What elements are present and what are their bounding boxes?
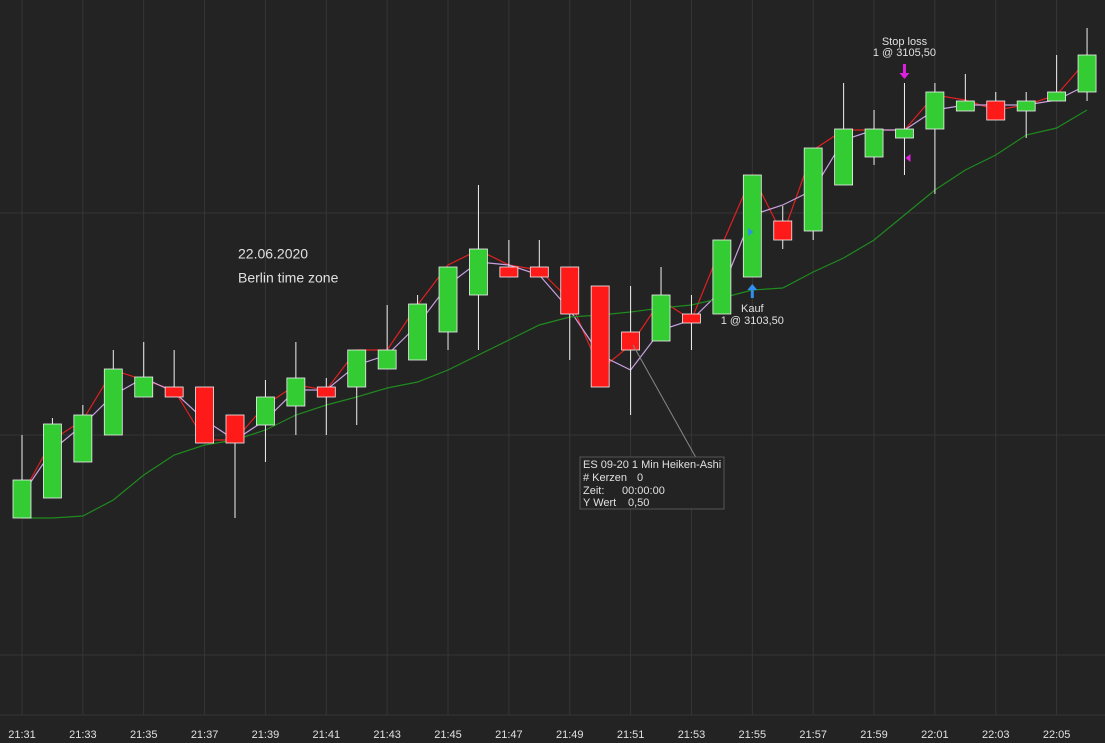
- candle-body: [1077, 54, 1097, 93]
- tooltip-box: [579, 456, 725, 510]
- x-tick-label: 22:03: [982, 729, 1010, 741]
- x-tick-label: 22:05: [1043, 729, 1071, 741]
- candle-body: [225, 414, 245, 444]
- stop-detail: 1 @ 3105,50: [873, 47, 936, 59]
- x-tick-label: 21:49: [556, 729, 584, 741]
- candle-body: [316, 386, 336, 398]
- x-tick-label: 21:41: [313, 729, 341, 741]
- tooltip-value: 0,50: [628, 497, 649, 509]
- x-tick-label: 21:45: [434, 729, 462, 741]
- x-tick-label: 21:33: [69, 729, 97, 741]
- candle-body: [590, 285, 610, 388]
- stop-label: Stop loss: [882, 36, 928, 48]
- candle-body: [621, 331, 640, 351]
- candle-body: [955, 100, 975, 112]
- x-tick-label: 21:37: [191, 729, 219, 741]
- tooltip-title: ES 09-20 1 Min Heiken-Ashi: [583, 459, 721, 471]
- candle-body: [803, 147, 823, 232]
- x-tick-label: 21:57: [799, 729, 827, 741]
- timezone-label: Berlin time zone: [238, 270, 339, 286]
- candle-body: [164, 386, 184, 398]
- x-tick-label: 21:39: [252, 729, 280, 741]
- x-tick-label: 21:31: [8, 729, 36, 741]
- candle-body: [469, 248, 488, 296]
- buy-label: Kauf: [741, 303, 765, 315]
- x-tick-label: 21:59: [860, 729, 888, 741]
- candle-body: [1047, 91, 1067, 102]
- candle-body: [560, 266, 580, 315]
- candle-body: [834, 128, 854, 186]
- candle-body: [986, 100, 1006, 121]
- x-tick-label: 22:01: [921, 729, 949, 741]
- stop-arrow: [899, 64, 910, 79]
- date-label: 22.06.2020: [238, 246, 308, 262]
- x-tick-label: 21:53: [678, 729, 706, 741]
- tooltip-key: # Kerzen: [583, 472, 627, 484]
- candle-body: [286, 377, 306, 407]
- buy-arrow: [747, 284, 758, 298]
- candle-body: [925, 91, 945, 130]
- candle-body: [1016, 100, 1036, 112]
- candle-body: [742, 174, 762, 278]
- candle-body: [529, 266, 549, 278]
- x-tick-label: 21:43: [373, 729, 401, 741]
- candle-body: [712, 239, 732, 315]
- candle-body: [499, 266, 519, 278]
- buy-detail: 1 @ 3103,50: [721, 315, 784, 327]
- candle-body: [73, 414, 93, 463]
- candle-body: [347, 349, 367, 388]
- candle-body: [651, 294, 671, 342]
- candle-body: [134, 376, 154, 398]
- tooltip-value: 00:00:00: [622, 485, 665, 497]
- candle-body: [408, 303, 427, 361]
- x-tick-label: 21:35: [130, 729, 158, 741]
- candle-body: [682, 313, 701, 324]
- candle-body: [12, 479, 32, 519]
- candle-body: [103, 368, 123, 436]
- candle-body: [256, 396, 275, 426]
- tooltip-value: 0: [637, 472, 643, 484]
- candle-body: [195, 386, 214, 444]
- indicator-line: [22, 109, 1088, 519]
- stop-marker: [905, 154, 911, 162]
- tooltip-key: Y Wert: [583, 497, 616, 509]
- x-tick-label: 21:51: [617, 729, 645, 741]
- candle-body: [895, 128, 914, 139]
- candle-body: [377, 349, 397, 370]
- candle-body: [773, 220, 793, 241]
- candle-body: [43, 423, 62, 499]
- tooltip-key: Zeit:: [583, 485, 604, 497]
- x-tick-label: 21:47: [495, 729, 523, 741]
- x-tick-label: 21:55: [739, 729, 767, 741]
- buy-marker: [748, 228, 754, 236]
- candle-body: [864, 128, 884, 158]
- candle-body: [438, 266, 458, 333]
